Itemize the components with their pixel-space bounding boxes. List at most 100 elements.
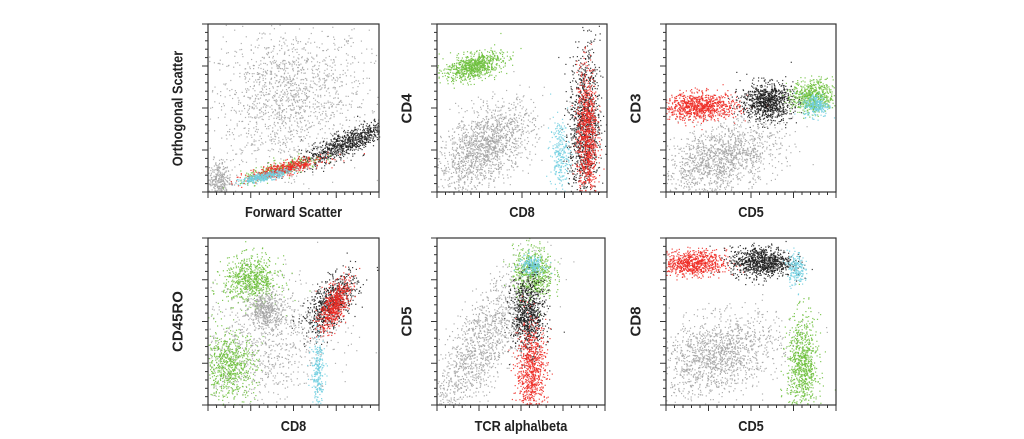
data-point (312, 66, 314, 68)
data-point (213, 176, 215, 178)
data-point (506, 158, 509, 161)
data-point (270, 173, 272, 175)
data-point (270, 168, 272, 170)
data-point (494, 127, 496, 129)
data-point (319, 142, 321, 144)
data-point (324, 153, 326, 155)
data-point (522, 116, 525, 118)
data-point (236, 176, 238, 178)
data-point (519, 146, 521, 148)
data-point (283, 162, 285, 164)
data-point (490, 128, 492, 130)
data-point (530, 98, 532, 101)
data-point (254, 100, 256, 102)
data-point (288, 168, 291, 170)
data-point (259, 76, 261, 78)
data-point (280, 152, 282, 154)
data-point (278, 104, 280, 106)
data-point (487, 141, 489, 144)
data-point (304, 167, 306, 169)
data-point (277, 65, 279, 67)
data-point (240, 180, 242, 182)
data-point (505, 133, 507, 135)
data-point (477, 144, 480, 146)
data-point (285, 111, 288, 113)
data-point (212, 183, 214, 185)
data-point (286, 141, 288, 143)
data-point (274, 76, 276, 79)
data-point (262, 143, 264, 145)
data-point (318, 157, 320, 159)
data-point (282, 164, 284, 166)
data-point (269, 90, 271, 92)
data-point (316, 118, 318, 120)
data-point (299, 162, 301, 164)
data-point (505, 147, 507, 149)
data-point (271, 104, 273, 107)
data-point (270, 136, 272, 138)
data-point (260, 166, 262, 168)
data-point (290, 99, 292, 101)
data-point (469, 140, 471, 142)
data-point (288, 168, 290, 170)
data-point (306, 59, 308, 61)
data-point (292, 67, 294, 70)
data-point (363, 137, 365, 139)
data-point (529, 151, 531, 153)
data-point (357, 106, 359, 108)
data-point (317, 146, 319, 148)
data-point (216, 187, 218, 189)
data-point (234, 166, 236, 168)
data-point (208, 167, 211, 169)
data-point (513, 117, 515, 119)
data-point (493, 136, 495, 138)
data-point (324, 151, 326, 153)
data-point (507, 159, 510, 161)
data-point (225, 180, 227, 182)
data-point (322, 110, 324, 113)
data-point (448, 186, 450, 188)
data-point (248, 179, 250, 181)
data-point (286, 94, 288, 96)
data-point (307, 150, 309, 152)
data-point (342, 69, 344, 72)
data-point (240, 173, 242, 175)
data-point (486, 136, 488, 138)
data-point (359, 83, 361, 85)
data-point (465, 137, 467, 139)
data-point (354, 58, 356, 60)
data-point (266, 69, 269, 72)
data-point (294, 49, 296, 51)
data-point (221, 175, 223, 177)
data-point (221, 184, 223, 186)
data-point (302, 102, 304, 104)
data-point (221, 180, 224, 182)
data-point (341, 136, 343, 138)
data-point (279, 118, 281, 121)
data-point (362, 128, 365, 130)
data-point (271, 169, 273, 171)
data-point (277, 85, 279, 88)
data-point (373, 129, 375, 131)
data-point (467, 150, 469, 152)
data-point (294, 181, 296, 183)
data-point (470, 152, 472, 154)
data-point (477, 165, 479, 167)
data-point (523, 120, 525, 122)
data-point (300, 107, 302, 109)
data-point (350, 104, 352, 106)
data-point (359, 120, 361, 122)
data-point (333, 133, 335, 135)
data-point (226, 181, 228, 183)
data-point (460, 162, 462, 164)
data-point (282, 172, 285, 174)
data-point (350, 45, 352, 47)
data-point (330, 152, 332, 154)
data-point (294, 162, 296, 164)
data-point (492, 95, 494, 98)
data-point (249, 175, 251, 177)
data-point (215, 164, 217, 166)
data-point (274, 62, 276, 64)
data-point (500, 115, 502, 117)
data-point (508, 102, 510, 104)
